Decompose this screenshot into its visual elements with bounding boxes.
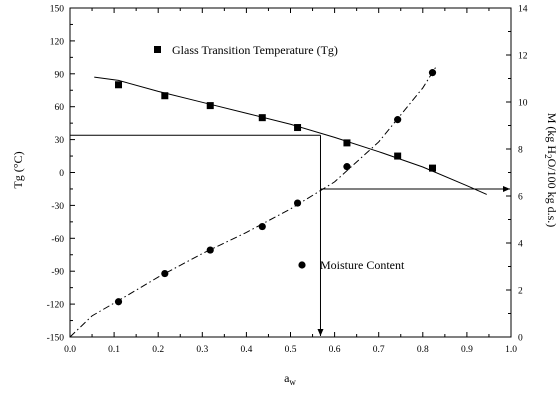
y-left-tick-label: -120 <box>47 301 65 311</box>
x-tick-label: 0.4 <box>240 345 252 355</box>
moisture-point <box>343 163 351 171</box>
y-right-tick-label: 12 <box>518 52 528 62</box>
y-left-tick-label: 120 <box>50 37 65 47</box>
y-right-tick-label: 10 <box>518 99 528 109</box>
tg-point <box>429 164 437 172</box>
x-axis-ticks: 0.0 0.1 0.2 0.3 0.4 0.5 0.6 0.7 0.8 0.9 1.0 <box>64 8 517 355</box>
y-right-tick-label: 0 <box>518 334 523 344</box>
y-right-tick-label: 6 <box>518 193 523 203</box>
tg-point <box>258 114 266 122</box>
legend-marker-moisture <box>298 261 306 269</box>
fit-lines <box>69 66 487 338</box>
tg-point <box>394 152 402 160</box>
y-left-tick-label: 0 <box>59 169 64 179</box>
y-left-tick-label: -90 <box>51 268 64 278</box>
reference-guides <box>70 134 510 336</box>
y-right-axis-label-part3: O/100 kg d.s.) <box>545 159 557 228</box>
x-tick-label: 0.8 <box>417 345 429 355</box>
x-tick-label: 0.0 <box>64 345 76 355</box>
y-right-axis-label: M (kg H2O/100 kg d.s.) <box>543 113 557 228</box>
y-right-tick-label: 14 <box>518 5 528 15</box>
y-left-tick-label: 30 <box>55 136 65 146</box>
y-left-tick-label: -60 <box>51 235 64 245</box>
tg-point <box>161 92 169 100</box>
tg-point <box>343 139 351 147</box>
y-right-tick-label: 8 <box>518 146 523 156</box>
x-tick-label: 0.6 <box>329 345 341 355</box>
y-left-tick-label: 60 <box>55 103 65 113</box>
y-left-tick-label: -150 <box>47 334 65 344</box>
tg-point <box>294 124 302 132</box>
tg-point <box>206 102 214 110</box>
legend-marker-tg <box>154 46 161 53</box>
tg-point <box>115 81 123 89</box>
moisture-point <box>161 269 169 278</box>
x-axis-label: aw <box>284 371 296 387</box>
y-left-tick-label: 90 <box>55 70 65 80</box>
y-left-tick-label: 150 <box>50 5 65 15</box>
x-tick-label: 0.5 <box>285 345 297 355</box>
y-right-tick-label: 4 <box>518 240 523 250</box>
moisture-point <box>206 246 214 254</box>
x-axis-label-main: a <box>284 371 290 385</box>
legend-label-tg: Glass Transition Temperature (Tg) <box>172 43 338 57</box>
y-right-axis-label-sub: 2 <box>543 154 553 159</box>
y-right-axis-label-part1: M (kg H <box>545 113 557 155</box>
x-tick-label: 0.2 <box>152 345 164 355</box>
x-axis-label-sub: w <box>289 377 296 387</box>
y-left-tick-label: -30 <box>51 202 64 212</box>
x-tick-label: 0.9 <box>461 345 473 355</box>
x-tick-label: 0.3 <box>196 345 208 355</box>
moisture-point <box>293 199 302 207</box>
y-left-axis-label: Tg (°C) <box>11 151 25 188</box>
moisture-point <box>258 222 266 231</box>
legend: Glass Transition Temperature (Tg) Moistu… <box>154 43 405 272</box>
moisture-point <box>394 116 402 124</box>
moisture-point <box>428 69 437 77</box>
legend-label-moisture: Moisture Content <box>320 258 405 272</box>
x-tick-label: 1.0 <box>505 345 517 355</box>
plot-border <box>69 7 512 338</box>
y-right-axis-ticks: 0 2 4 6 8 10 12 14 <box>506 5 528 344</box>
x-tick-label: 0.7 <box>373 345 385 355</box>
x-tick-label: 0.1 <box>108 345 120 355</box>
tg-fit-line <box>94 76 487 195</box>
moisture-point <box>114 298 123 306</box>
moisture-fit-line <box>69 66 437 338</box>
y-left-axis-ticks: -150 -120 -90 -60 -30 0 30 60 90 120 150 <box>47 5 75 344</box>
data-points <box>114 69 437 306</box>
plot-frame <box>69 7 512 338</box>
y-right-tick-label: 2 <box>518 287 523 297</box>
